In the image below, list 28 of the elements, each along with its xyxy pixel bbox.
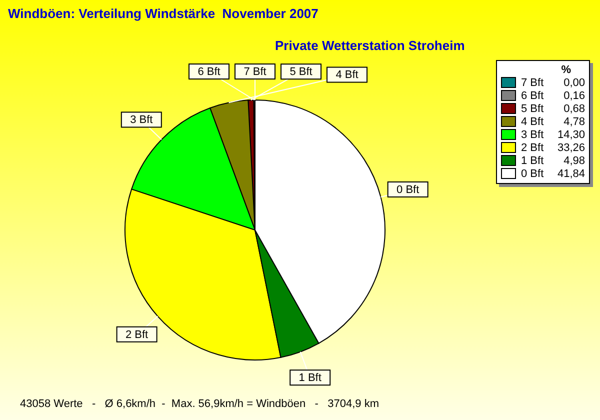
chart-title: Windböen: Verteilung Windstärke November 2007 <box>8 6 318 21</box>
slice-label: 3 Bft <box>130 114 153 126</box>
data-label: 0,68 <box>564 102 585 114</box>
legend-label: 3 Bft <box>521 128 545 140</box>
data-label: 4,98 <box>564 154 585 166</box>
legend-label: 5 Bft <box>521 102 545 114</box>
legend-label: 4 Bft <box>521 116 545 128</box>
text: 43058 Werte - Ø 6,6km/h - Max. 56,9km/h = Windböen - 3704,9 km <box>20 398 379 410</box>
slice-label: 2 Bft <box>126 328 148 341</box>
data-label: 0,16 <box>564 90 585 102</box>
legend-label: 1 Bft <box>521 154 545 166</box>
slice-label: 6 Bft <box>198 66 220 78</box>
slice-label: 4 Bft <box>336 69 358 82</box>
legend-label: 7 Bft <box>244 66 266 78</box>
legend-title: % <box>560 64 572 76</box>
data-label: 14,30 <box>557 128 585 140</box>
legend-label: 2 Bft <box>521 142 545 154</box>
category-label: 7 Bft <box>521 76 544 88</box>
slice-label: 5 Bft <box>290 66 312 78</box>
legend-label: 0 Bft <box>521 168 545 180</box>
data-label: 33,26 <box>557 142 585 154</box>
legend-label: 6 Bft <box>521 90 545 102</box>
data-label: 41,84 <box>557 168 585 180</box>
slice-label: 0 Bft <box>396 184 420 196</box>
slice-label: 1 Bft <box>298 372 322 384</box>
text: 0,00 <box>564 76 585 88</box>
data-label: 4,78 <box>564 116 585 128</box>
chart-subtitle: Private Wetterstation Stroheim <box>275 38 465 53</box>
